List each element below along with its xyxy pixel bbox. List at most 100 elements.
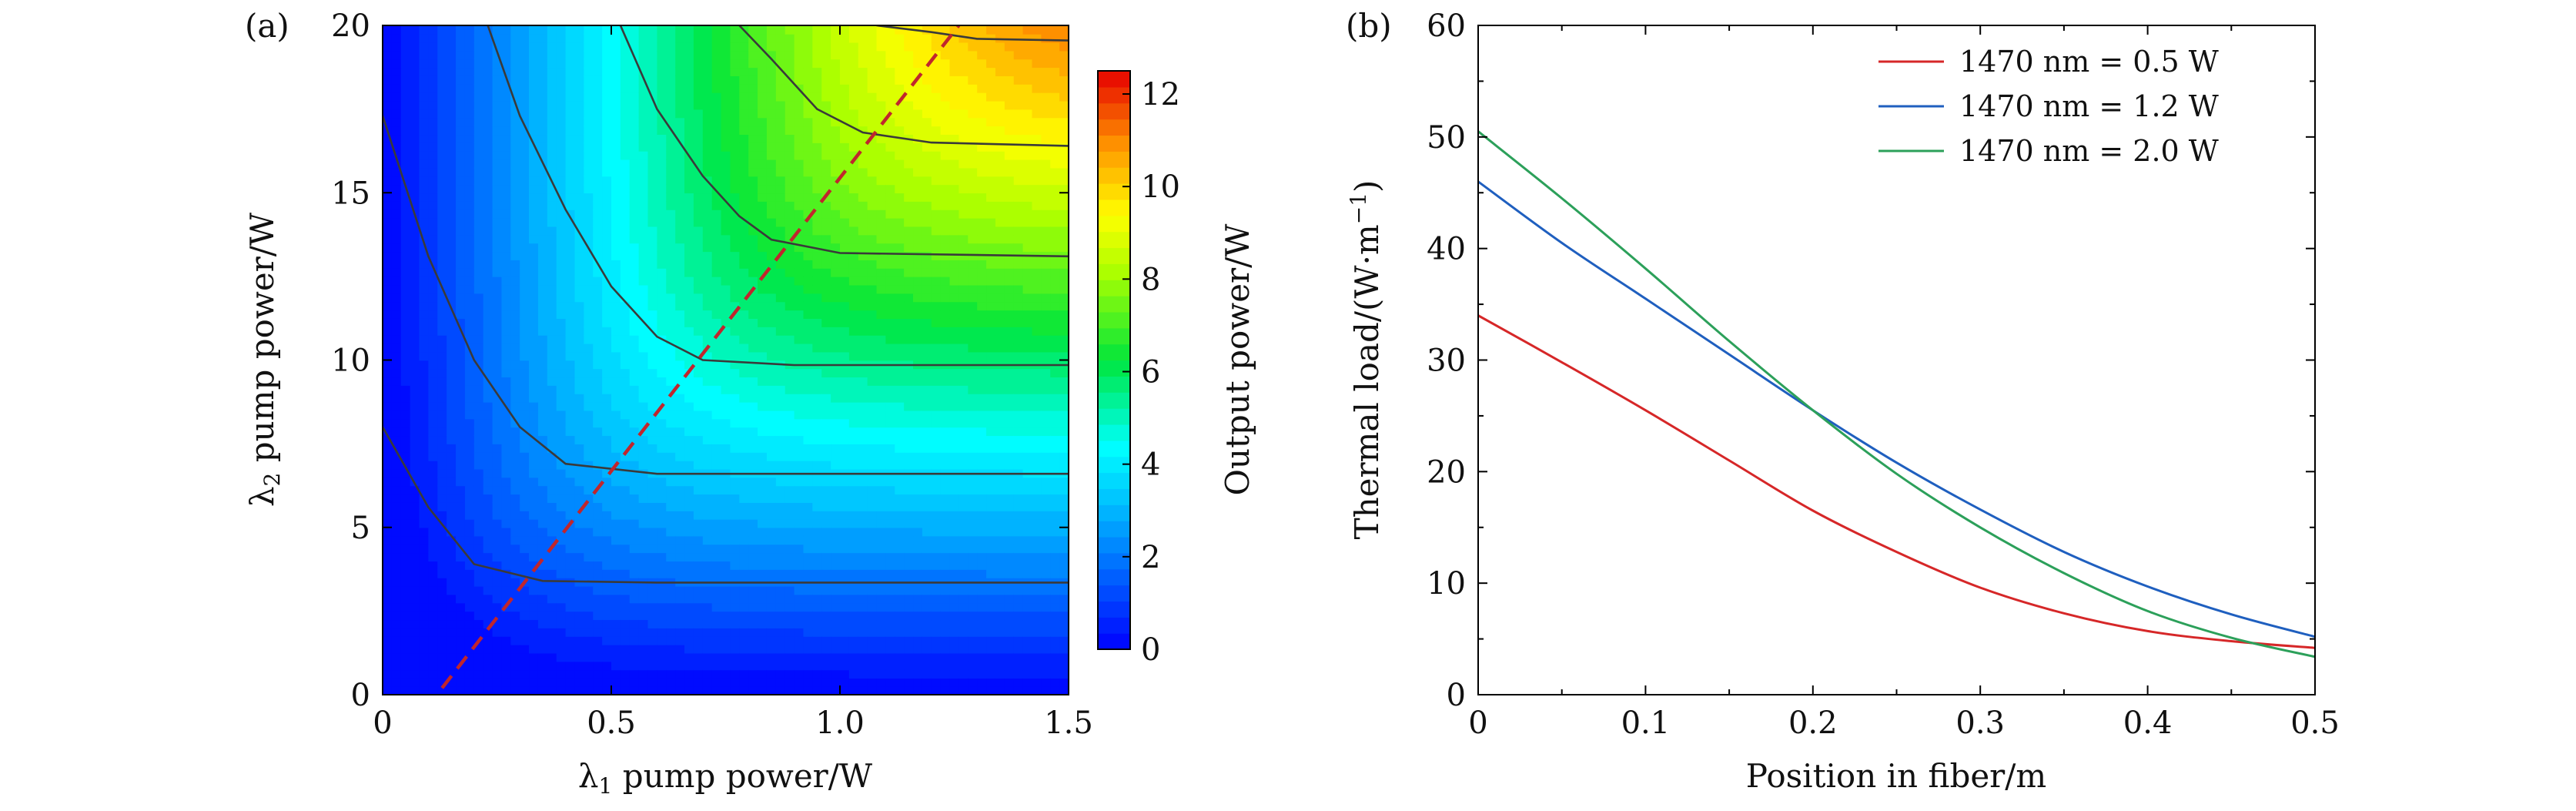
heatmap-cell	[510, 494, 520, 503]
heatmap-cell	[895, 260, 905, 269]
heatmap-cell	[675, 284, 685, 294]
heatmap-cell	[428, 126, 439, 136]
heatmap-cell	[867, 201, 878, 210]
heatmap-cell	[922, 327, 932, 336]
heatmap-cell	[510, 393, 520, 403]
heatmap-cell	[775, 661, 786, 671]
heatmap-cell	[904, 268, 914, 277]
heatmap-cell	[629, 109, 640, 119]
heatmap-cell	[693, 368, 704, 378]
heatmap-cell	[520, 284, 530, 294]
heatmap-cell	[547, 669, 557, 679]
heatmap-cell	[904, 393, 914, 403]
heatmap-cell	[593, 451, 603, 461]
heatmap-cell	[647, 243, 658, 253]
heatmap-cell	[940, 418, 951, 428]
heatmap-cell	[383, 92, 393, 102]
heatmap-cell	[922, 50, 932, 60]
heatmap-cell	[794, 301, 805, 311]
heatmap-cell	[574, 150, 585, 160]
heatmap-cell	[895, 585, 905, 595]
heatmap-cell	[904, 142, 914, 152]
heatmap-cell	[848, 92, 859, 102]
heatmap-cell	[675, 377, 685, 386]
heatmap-cell	[666, 184, 676, 194]
heatmap-cell	[867, 109, 878, 119]
heatmap-cell	[529, 301, 539, 311]
heatmap-cell	[629, 569, 640, 578]
heatmap-cell	[730, 628, 741, 637]
heatmap-cell	[547, 393, 557, 403]
heatmap-cell	[447, 393, 457, 403]
heatmap-cell	[785, 635, 795, 645]
heatmap-cell	[483, 318, 493, 327]
heatmap-cell	[711, 444, 722, 453]
heatmap-cell	[520, 460, 530, 470]
heatmap-cell	[758, 318, 768, 327]
heatmap-cell	[758, 251, 768, 260]
heatmap-cell	[848, 184, 859, 194]
heatmap-cell	[629, 602, 640, 612]
heatmap-cell	[647, 393, 658, 403]
heatmap-cell	[602, 134, 612, 143]
heatmap-cell	[684, 251, 694, 260]
heatmap-cell	[419, 635, 430, 645]
heatmap-cell	[766, 318, 777, 327]
heatmap-cell	[748, 527, 758, 537]
heatmap-cell	[785, 284, 795, 294]
heatmap-cell	[794, 310, 805, 319]
heatmap-cell	[684, 318, 694, 327]
heatmap-cell	[803, 644, 814, 654]
heatmap-cell	[675, 594, 685, 604]
heatmap-cell	[666, 50, 676, 60]
heatmap-cell	[858, 142, 868, 152]
heatmap-cell	[702, 585, 713, 595]
heatmap-cell	[885, 126, 896, 136]
heatmap-cell	[675, 569, 685, 578]
heatmap-cell	[529, 368, 539, 378]
heatmap-cell	[400, 50, 411, 60]
heatmap-cell	[473, 126, 484, 136]
heatmap-cell	[904, 159, 914, 169]
heatmap-cell	[904, 619, 914, 628]
heatmap-cell	[419, 644, 430, 654]
heatmap-cell	[766, 25, 777, 35]
heatmap-cell	[949, 594, 960, 604]
heatmap-cell	[529, 502, 539, 511]
heatmap-cell	[821, 284, 831, 294]
heatmap-cell	[785, 611, 795, 621]
heatmap-cell	[730, 276, 741, 286]
heatmap-cell	[537, 451, 548, 461]
heatmap-cell	[666, 644, 676, 654]
heatmap-cell	[391, 444, 402, 453]
heatmap-cell	[913, 619, 923, 628]
heatmap-cell	[629, 176, 640, 186]
heatmap-cell	[483, 268, 493, 277]
heatmap-cell	[400, 594, 411, 604]
heatmap-cell	[400, 134, 411, 143]
heatmap-cell	[858, 134, 868, 143]
heatmap-cell	[447, 176, 457, 186]
heatmap-cell	[739, 494, 749, 503]
heatmap-cell	[693, 652, 704, 662]
heatmap-cell	[537, 59, 548, 69]
heatmap-cell	[584, 268, 594, 277]
heatmap-cell	[848, 293, 859, 303]
heatmap-cell	[456, 418, 466, 428]
heatmap-cell	[602, 527, 612, 537]
heatmap-cell	[574, 42, 585, 52]
heatmap-cell	[895, 42, 905, 52]
heatmap-cell	[611, 468, 621, 478]
heatmap-cell	[437, 686, 447, 695]
heatmap-cell	[931, 176, 942, 186]
heatmap-cell	[721, 611, 731, 621]
heatmap-cell	[501, 686, 512, 695]
heatmap-cell	[803, 276, 814, 286]
heatmap-cell	[593, 50, 603, 60]
heatmap-cell	[492, 318, 503, 327]
heatmap-cell	[647, 100, 658, 110]
heatmap-cell	[766, 193, 777, 202]
heatmap-cell	[638, 351, 649, 361]
heatmap-cell	[574, 628, 585, 637]
heatmap-cell	[821, 75, 831, 85]
